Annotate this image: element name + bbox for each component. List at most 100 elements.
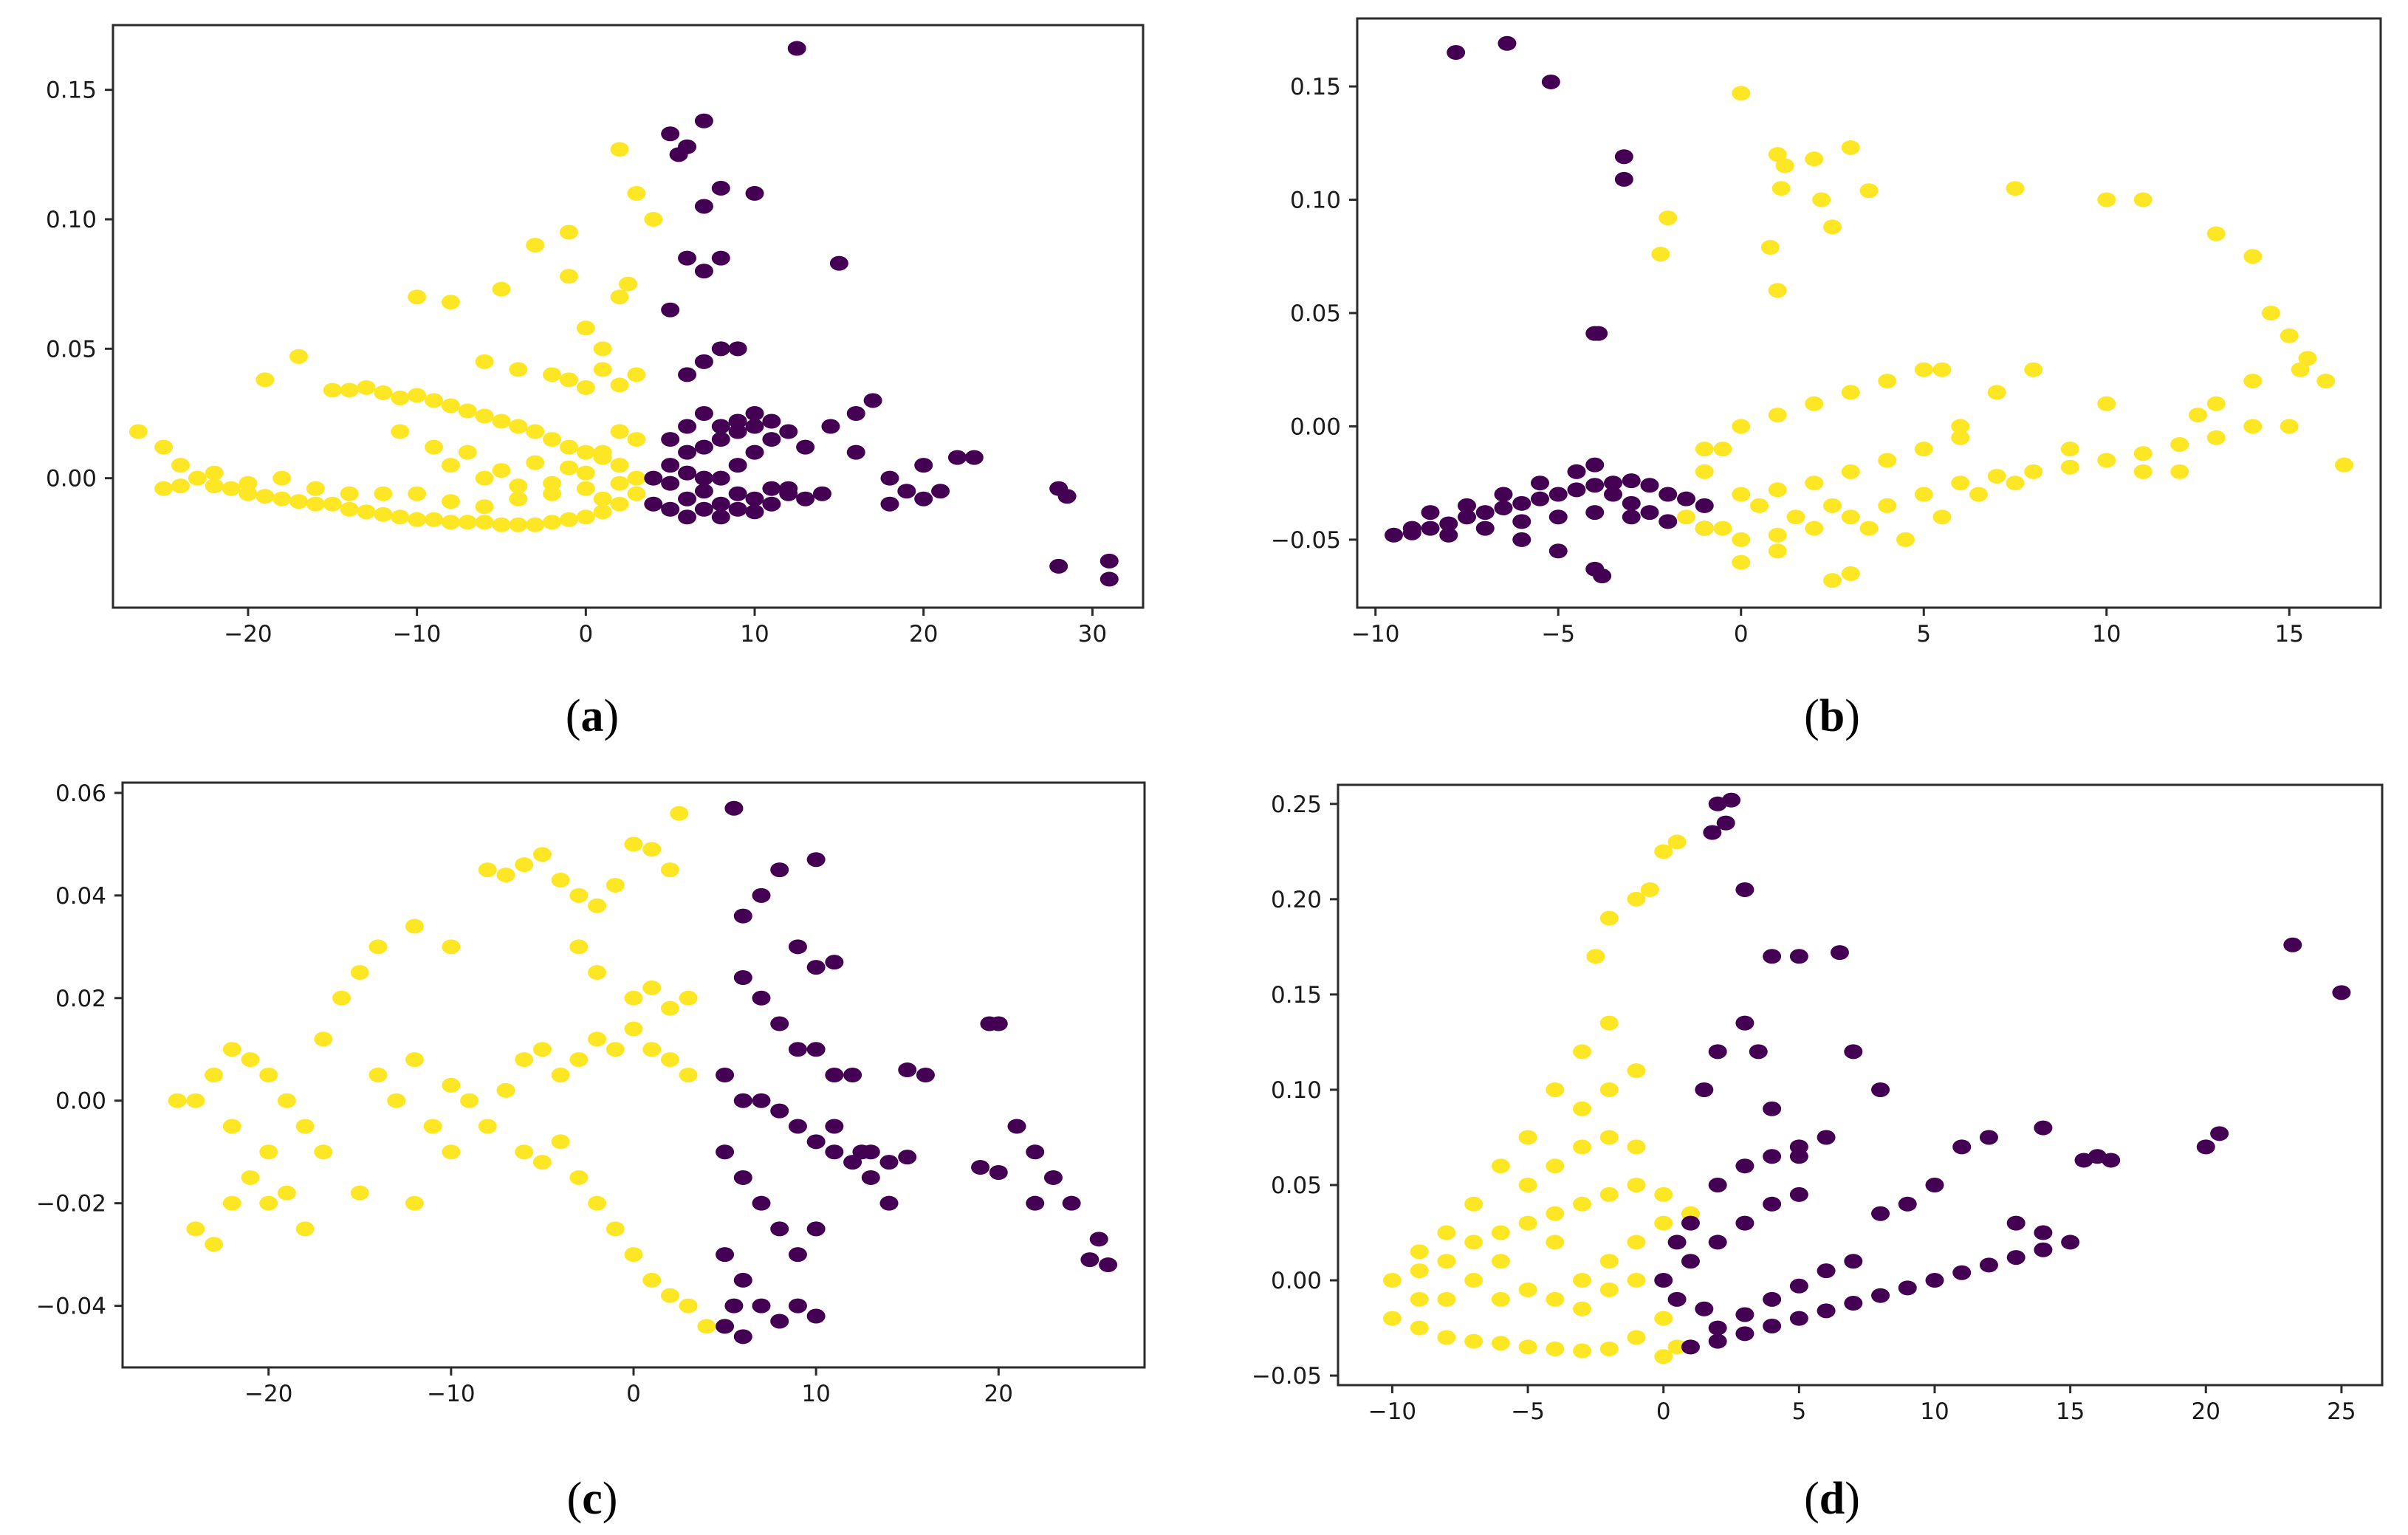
point-c-cluster_0-50 xyxy=(1062,1195,1081,1211)
point-a-cluster_0-43 xyxy=(661,126,680,142)
point-c-cluster_1-49 xyxy=(679,1068,698,1082)
point-d-cluster_0-60 xyxy=(1952,1139,1972,1155)
y-tick-label-c-3: 0.02 xyxy=(55,986,106,1012)
point-c-cluster_1-30 xyxy=(660,862,679,878)
point-a-cluster_1-53 xyxy=(441,398,460,413)
panel-d: (d) −10 −5 0 5 10 15 20 25 −0.05 0.00 0.05 0.10 0.15… xyxy=(1252,783,2384,1524)
point-d-cluster_1-26 xyxy=(1518,1130,1537,1145)
point-b-cluster_1-20 xyxy=(2298,351,2317,366)
point-d-cluster_0-8 xyxy=(1898,1280,1917,1296)
y-tick-label-b-0: −0.05 xyxy=(1271,527,1341,554)
scatter-points-d xyxy=(1382,792,2351,1364)
y-tick-label-b-3: 0.10 xyxy=(1290,188,1341,214)
y-tick-label-c-0: −0.04 xyxy=(36,1294,106,1320)
point-a-cluster_0-28 xyxy=(728,501,747,517)
point-d-cluster_0-22 xyxy=(1708,1234,1727,1250)
point-a-cluster_1-14 xyxy=(374,506,393,522)
panel-c: (c) −20 −10 0 10 20 −0.04 −0.02 0.00 0.02 0.04 0.0… xyxy=(36,780,1146,1524)
point-a-cluster_1-68 xyxy=(559,269,578,284)
point-b-cluster_1-64 xyxy=(2243,374,2263,389)
x-tick-label-d-3: 5 xyxy=(1791,1398,1806,1425)
point-a-cluster_0-45 xyxy=(694,113,713,128)
y-tick-label-d-0: −0.05 xyxy=(1252,1363,1322,1390)
point-a-cluster_1-36 xyxy=(408,486,427,501)
point-c-cluster_1-70 xyxy=(642,980,662,995)
point-a-cluster_1-101 xyxy=(154,481,174,496)
point-a-cluster_1-58 xyxy=(526,424,545,439)
point-d-cluster_1-32 xyxy=(1573,1101,1592,1116)
point-a-cluster_1-85 xyxy=(458,444,477,460)
point-b-cluster_1-81 xyxy=(2006,475,2025,491)
point-b-cluster_1-50 xyxy=(1841,385,1860,400)
point-a-cluster_1-38 xyxy=(475,499,494,515)
point-a-cluster_0-25 xyxy=(678,509,697,525)
point-a-cluster_0-5 xyxy=(728,424,747,439)
point-d-cluster_1-30 xyxy=(1627,1063,1646,1079)
point-c-cluster_0-38 xyxy=(806,1308,826,1324)
point-c-cluster_1-22 xyxy=(515,857,534,873)
point-c-cluster_1-56 xyxy=(624,1247,643,1263)
point-a-cluster_0-33 xyxy=(694,354,713,369)
point-a-cluster_1-21 xyxy=(492,517,511,532)
point-d-cluster_1-3 xyxy=(1464,1333,1483,1349)
point-b-cluster_0-4 xyxy=(1458,509,1476,525)
point-a-cluster_0-30 xyxy=(762,496,781,512)
x-tick-label-a-1: −10 xyxy=(393,621,441,648)
point-b-cluster_1-57 xyxy=(1987,385,2006,400)
point-c-cluster_1-11 xyxy=(259,1068,278,1082)
point-b-cluster_0-30 xyxy=(1512,532,1531,547)
point-c-cluster_0-46 xyxy=(1043,1170,1063,1185)
point-b-cluster_1-51 xyxy=(1805,396,1824,411)
point-b-cluster_1-80 xyxy=(1969,487,1988,502)
point-b-cluster_1-59 xyxy=(2060,442,2079,457)
point-b-cluster_1-39 xyxy=(1695,521,1714,536)
point-c-cluster_1-35 xyxy=(423,1119,442,1134)
point-d-cluster_0-54 xyxy=(2210,1126,2229,1141)
point-a-cluster_1-66 xyxy=(492,281,511,297)
point-c-cluster_1-41 xyxy=(532,1042,552,1057)
point-d-cluster_0-35 xyxy=(1789,949,1808,964)
point-a-cluster_0-67 xyxy=(779,424,798,439)
point-c-cluster_1-13 xyxy=(295,1119,315,1134)
point-c-cluster_1-5 xyxy=(277,1185,296,1201)
point-a-cluster_0-46 xyxy=(669,147,688,162)
point-c-cluster_1-50 xyxy=(515,1144,534,1160)
x-tick-label-a-3: 10 xyxy=(740,621,769,648)
point-b-cluster_1-26 xyxy=(2170,437,2189,453)
point-c-cluster_1-4 xyxy=(259,1195,278,1211)
point-c-cluster_1-39 xyxy=(496,1082,515,1098)
point-b-cluster_1-31 xyxy=(1987,468,2006,484)
point-d-cluster_0-30 xyxy=(1817,1130,1836,1145)
point-a-cluster_0-36 xyxy=(661,302,680,317)
point-a-cluster_1-17 xyxy=(425,512,444,527)
y-tick-label-c-2: 0.00 xyxy=(55,1088,106,1115)
point-a-cluster_1-27 xyxy=(593,504,612,520)
point-a-cluster_1-34 xyxy=(340,486,359,501)
point-d-cluster_0-36 xyxy=(1830,945,1849,961)
point-b-cluster_1-37 xyxy=(1768,527,1787,543)
point-c-cluster_0-37 xyxy=(788,1298,807,1313)
point-c-cluster_0-39 xyxy=(716,1319,735,1334)
point-a-cluster_0-68 xyxy=(762,413,781,429)
point-d-cluster_0-49 xyxy=(2034,1120,2053,1136)
point-b-cluster_0-25 xyxy=(1658,514,1678,529)
caption-a: (a) xyxy=(566,691,619,741)
point-d-cluster_1-6 xyxy=(1546,1341,1565,1356)
point-d-cluster_1-12 xyxy=(1410,1263,1429,1279)
point-d-cluster_0-21 xyxy=(1681,1254,1700,1269)
x-tick-label-d-2: 0 xyxy=(1656,1398,1671,1425)
point-b-cluster_1-42 xyxy=(1768,482,1787,498)
point-b-cluster_1-22 xyxy=(2335,457,2353,473)
point-c-cluster_1-3 xyxy=(241,1170,260,1185)
point-b-cluster_1-33 xyxy=(1914,487,1933,502)
point-d-cluster_0-26 xyxy=(1708,1178,1727,1192)
point-b-cluster_0-2 xyxy=(1421,521,1440,536)
y-tick-label-a-1: 0.05 xyxy=(46,336,97,363)
point-c-cluster_0-45 xyxy=(1026,1144,1045,1160)
point-a-cluster_1-76 xyxy=(644,212,663,227)
point-d-cluster_1-18 xyxy=(1573,1196,1592,1212)
point-d-cluster_1-48 xyxy=(1654,1215,1673,1231)
point-b-cluster_1-32 xyxy=(1951,475,1970,491)
point-c-cluster_1-66 xyxy=(168,1093,187,1108)
point-a-cluster_1-6 xyxy=(239,486,258,501)
